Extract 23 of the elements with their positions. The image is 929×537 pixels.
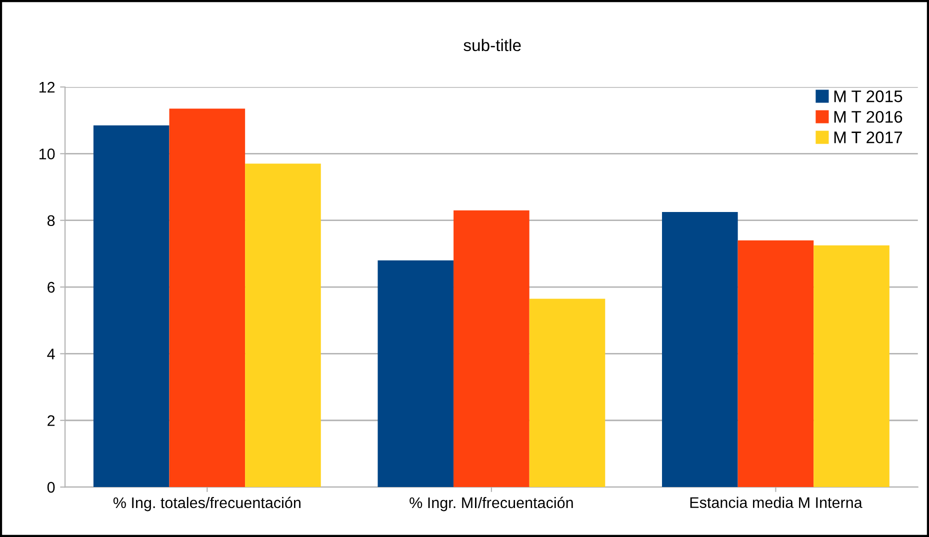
legend-label: M T 2015: [834, 90, 902, 102]
y-tick-label: 4: [47, 348, 55, 360]
chart-title: sub-title: [464, 38, 521, 52]
bar: [454, 210, 530, 488]
bar: [529, 298, 606, 488]
legend-label: M T 2017: [834, 132, 902, 144]
bar: [814, 245, 890, 488]
x-tick-label: % Ingr. MI/frecuentación: [410, 496, 573, 512]
bar: [378, 260, 454, 488]
y-tick-label: 10: [39, 148, 55, 160]
legend-label: M T 2016: [834, 110, 902, 123]
y-tick-label: 12: [39, 82, 55, 93]
x-tick-label: % Ing. totales/frecuentación: [113, 496, 300, 512]
bar: [662, 212, 738, 488]
y-tick-label: 0: [47, 482, 55, 493]
bar: [93, 125, 170, 488]
y-tick-label: 2: [48, 415, 55, 426]
y-tick-label: 6: [48, 282, 55, 293]
y-tick-label: 8: [47, 215, 55, 226]
bar: [245, 164, 321, 488]
bar: [169, 108, 246, 488]
x-tick-label: Estancia media M Interna: [690, 496, 862, 508]
bar: [738, 240, 814, 488]
